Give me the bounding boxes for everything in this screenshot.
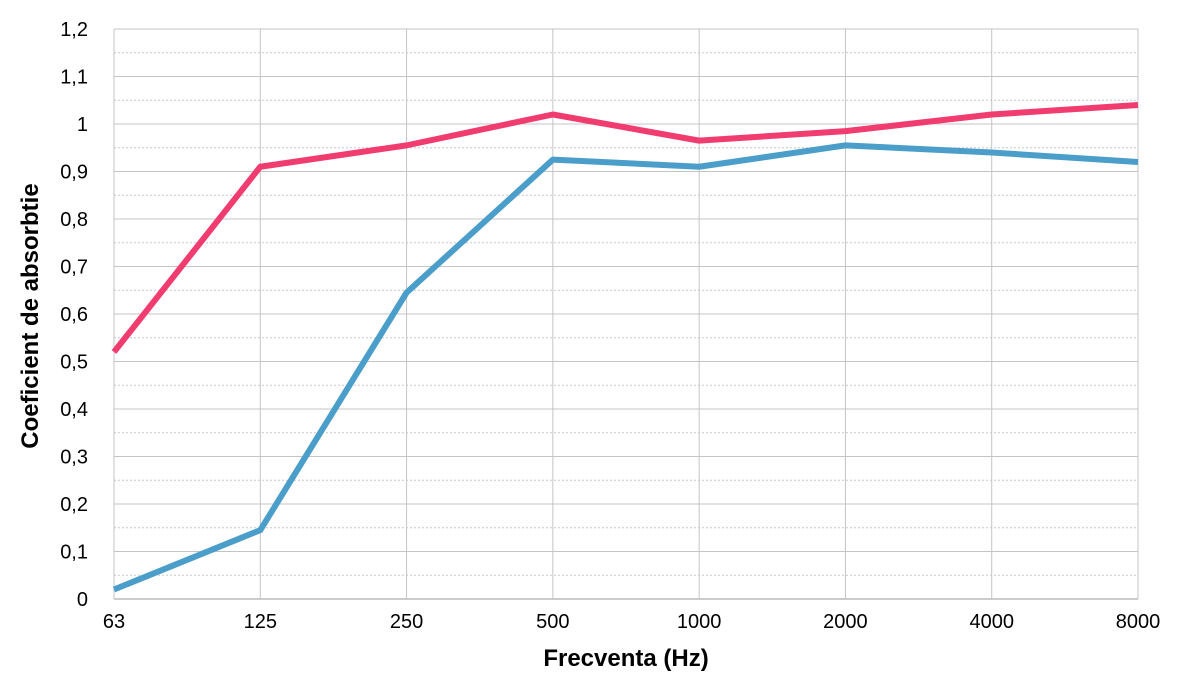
series-layer	[111, 102, 1139, 593]
y-tick-label: 0,4	[60, 399, 88, 421]
x-axis-title: Frecventa (Hz)	[543, 645, 708, 672]
y-axis-title: Coeficient de absorbtie	[17, 183, 44, 448]
y-tick-label: 0,3	[60, 447, 88, 469]
y-tick-label: 1,1	[60, 67, 88, 89]
x-tick-label: 2000	[823, 611, 868, 633]
x-tick-label: 1000	[677, 611, 722, 633]
series-line-2	[112, 142, 1139, 593]
grid-layer	[113, 28, 1139, 600]
x-tick-label: 8000	[1116, 611, 1161, 633]
y-tick-label: 0	[77, 589, 88, 611]
x-tick-label: 4000	[969, 611, 1014, 633]
y-tick-label: 0,1	[60, 542, 88, 564]
y-tick-label: 0,5	[60, 352, 88, 374]
x-tick-label: 500	[536, 611, 569, 633]
x-tick-label: 125	[244, 611, 277, 633]
y-tick-label: 0,9	[60, 162, 88, 184]
y-tick-label: 0,6	[60, 304, 88, 326]
series-line-1	[111, 102, 1139, 354]
y-tick-label: 0,8	[60, 209, 88, 231]
x-tick-label: 250	[390, 611, 423, 633]
y-tick-label: 1,2	[60, 19, 88, 41]
y-tick-label: 0,2	[60, 494, 88, 516]
y-tick-label: 1	[77, 114, 88, 136]
x-tick-label: 63	[103, 611, 125, 633]
y-tick-labels: 0 0,1 0,2 0,3 0,4 0,5 0,6 0,7 0,8 0,9 1 1,1 1,2	[60, 19, 88, 611]
y-tick-label: 0,7	[60, 257, 88, 279]
x-tick-labels: 63 125 250 500 1000 2000 4000 8000	[103, 611, 1160, 633]
